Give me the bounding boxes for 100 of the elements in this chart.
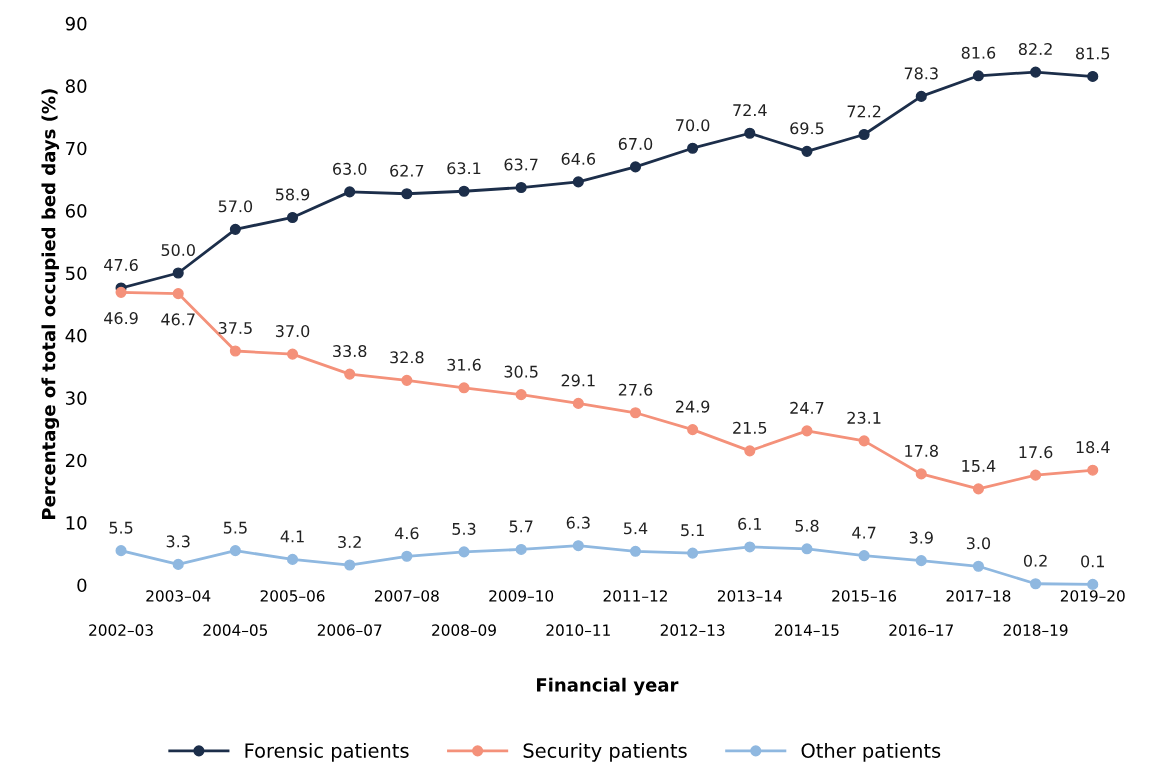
point bbox=[1030, 469, 1042, 481]
point bbox=[458, 185, 470, 197]
data-label: 3.2 bbox=[338, 535, 361, 549]
point bbox=[344, 186, 356, 198]
point bbox=[458, 382, 470, 394]
x-tick-label: 2008–09 bbox=[432, 624, 496, 636]
x-tick-label: 2014–15 bbox=[775, 624, 839, 636]
y-tick-label: 40 bbox=[65, 328, 87, 343]
point bbox=[972, 483, 984, 495]
y-tick-label: 60 bbox=[65, 204, 87, 218]
data-label: 4.6 bbox=[394, 527, 419, 540]
point bbox=[572, 540, 584, 552]
point bbox=[972, 70, 984, 82]
point bbox=[1030, 66, 1042, 78]
point bbox=[515, 181, 527, 194]
point bbox=[172, 267, 184, 279]
point bbox=[572, 397, 584, 409]
x-tick-label: 2017–18 bbox=[946, 590, 1011, 602]
legend-label: Security patients bbox=[523, 742, 687, 762]
point bbox=[1087, 70, 1099, 82]
data-label: 5.3 bbox=[452, 522, 476, 535]
data-label: 81.6 bbox=[961, 46, 996, 59]
point bbox=[229, 223, 241, 235]
data-label: 78.3 bbox=[904, 67, 938, 80]
point bbox=[286, 553, 299, 565]
x-tick-label: 2007–08 bbox=[374, 590, 439, 602]
point bbox=[115, 545, 127, 557]
data-label: 5.8 bbox=[795, 519, 819, 532]
data-label: 5.5 bbox=[109, 521, 133, 534]
y-tick-label: 10 bbox=[66, 516, 87, 530]
point bbox=[344, 368, 356, 380]
data-label: 3.9 bbox=[909, 531, 933, 544]
y-tick-label: 20 bbox=[65, 453, 87, 468]
data-label: 69.5 bbox=[790, 122, 824, 135]
data-label: 24.7 bbox=[790, 401, 824, 414]
point bbox=[744, 127, 756, 139]
point bbox=[858, 550, 870, 562]
y-tick-label: 70 bbox=[66, 141, 87, 156]
point bbox=[629, 161, 642, 173]
x-tick-label: 2018–19 bbox=[1003, 624, 1068, 636]
data-label: 29.1 bbox=[561, 374, 595, 387]
data-label: 0.1 bbox=[1081, 555, 1104, 568]
y-tick-label: 30 bbox=[66, 391, 87, 405]
point bbox=[401, 188, 413, 200]
point bbox=[401, 374, 413, 386]
data-label: 46.7 bbox=[161, 313, 195, 326]
data-label: 62.7 bbox=[390, 164, 424, 177]
x-axis-title: Financial year bbox=[537, 677, 679, 696]
point bbox=[1087, 578, 1099, 590]
legend-label: Forensic patients bbox=[245, 742, 409, 762]
data-label: 0.2 bbox=[1023, 554, 1047, 567]
point bbox=[115, 286, 127, 298]
data-label: 5.1 bbox=[681, 524, 704, 537]
point bbox=[229, 345, 241, 357]
x-tick-label: 2004–05 bbox=[203, 624, 268, 636]
data-label: 58.9 bbox=[275, 188, 310, 201]
data-label: 4.1 bbox=[280, 530, 304, 543]
data-label: 63.1 bbox=[447, 162, 481, 175]
point bbox=[858, 435, 870, 447]
data-label: 47.6 bbox=[104, 258, 138, 271]
data-label: 67.0 bbox=[618, 137, 653, 150]
data-label: 3.0 bbox=[966, 537, 991, 550]
x-tick-label: 2016–17 bbox=[889, 624, 953, 636]
point bbox=[915, 90, 927, 102]
x-tick-label: 2002–03 bbox=[89, 624, 153, 636]
point bbox=[801, 145, 813, 157]
x-tick-label: 2012–13 bbox=[660, 624, 725, 636]
data-label: 4.7 bbox=[852, 526, 876, 539]
data-label: 17.6 bbox=[1019, 446, 1053, 459]
data-label: 72.2 bbox=[847, 105, 881, 118]
point bbox=[801, 425, 813, 437]
point bbox=[572, 176, 584, 188]
data-label: 15.4 bbox=[962, 460, 996, 472]
point bbox=[172, 288, 184, 300]
point bbox=[401, 550, 413, 562]
data-label: 57.0 bbox=[218, 200, 253, 213]
data-label: 5.5 bbox=[223, 521, 247, 534]
point bbox=[687, 547, 699, 559]
point bbox=[229, 545, 241, 557]
point bbox=[515, 543, 527, 555]
point bbox=[172, 558, 184, 570]
point bbox=[286, 348, 299, 360]
x-tick-label: 2009–10 bbox=[489, 590, 554, 602]
data-label: 5.7 bbox=[509, 520, 533, 533]
point bbox=[1087, 464, 1099, 476]
data-label: 81.5 bbox=[1076, 47, 1110, 60]
point bbox=[687, 424, 699, 436]
point bbox=[286, 211, 299, 224]
data-label: 3.3 bbox=[166, 535, 190, 548]
data-label: 72.4 bbox=[733, 104, 767, 117]
point bbox=[629, 545, 642, 557]
data-label: 33.8 bbox=[333, 345, 367, 358]
data-label: 6.3 bbox=[566, 516, 590, 529]
y-tick-label: 90 bbox=[65, 16, 87, 31]
data-label: 31.6 bbox=[447, 358, 481, 371]
x-tick-label: 2003–04 bbox=[146, 590, 211, 602]
x-tick-label: 2010–11 bbox=[546, 624, 610, 636]
data-label: 37.5 bbox=[218, 321, 252, 335]
data-label: 27.6 bbox=[618, 383, 653, 396]
data-label: 32.8 bbox=[390, 351, 424, 364]
